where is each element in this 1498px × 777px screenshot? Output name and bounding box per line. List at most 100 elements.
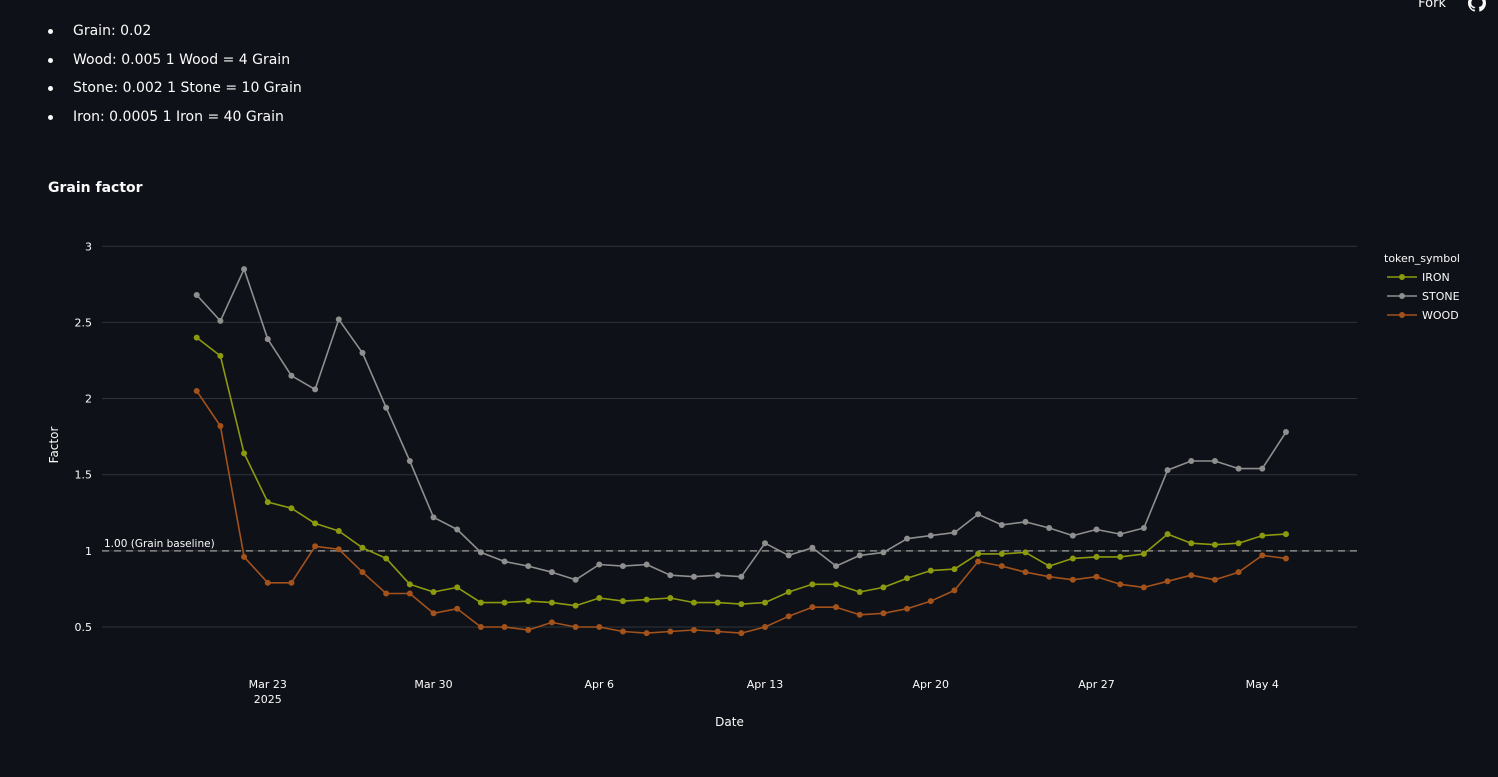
data-point: [690, 599, 697, 606]
data-point: [1069, 555, 1076, 562]
data-point: [619, 598, 626, 605]
data-point: [714, 572, 721, 579]
y-axis-title: Factor: [47, 427, 61, 464]
data-point: [477, 599, 484, 606]
y-tick-label: 1.5: [75, 469, 93, 482]
data-point: [454, 584, 461, 591]
data-point: [477, 623, 484, 630]
data-point: [572, 623, 579, 630]
data-point: [1235, 569, 1242, 576]
conversion-rate-list: Grain: 0.02 Wood: 0.005 1 Wood = 4 Grain…: [48, 18, 302, 133]
data-point: [714, 599, 721, 606]
data-point: [312, 543, 319, 550]
data-point: [738, 601, 745, 608]
data-point: [1164, 578, 1171, 585]
data-point: [312, 386, 319, 393]
data-point: [998, 521, 1005, 528]
data-point: [1259, 465, 1266, 472]
data-point: [1282, 429, 1289, 436]
data-point: [880, 584, 887, 591]
data-point: [241, 266, 248, 273]
fork-link[interactable]: Fork: [1418, 0, 1446, 11]
data-point: [1211, 541, 1218, 548]
data-point: [596, 561, 603, 568]
data-point: [383, 404, 390, 411]
rate-item-stone: Stone: 0.002 1 Stone = 10 Grain: [48, 75, 302, 104]
data-point: [1093, 553, 1100, 560]
data-point: [619, 563, 626, 570]
data-point: [1211, 457, 1218, 464]
data-point: [1259, 552, 1266, 559]
data-point: [1259, 532, 1266, 539]
data-point: [430, 514, 437, 521]
x-tick-label: Apr 13: [747, 678, 784, 691]
data-point: [762, 599, 769, 606]
data-point: [1164, 531, 1171, 538]
data-point: [714, 628, 721, 635]
data-point: [975, 558, 982, 565]
data-point: [809, 604, 816, 611]
data-point: [1140, 550, 1147, 557]
rate-item-grain: Grain: 0.02: [48, 18, 302, 47]
data-point: [951, 529, 958, 536]
data-point: [927, 532, 934, 539]
chart-title: Grain factor: [48, 180, 143, 196]
data-point: [596, 595, 603, 602]
data-point: [880, 610, 887, 617]
data-point: [667, 595, 674, 602]
data-point: [1235, 540, 1242, 547]
data-point: [288, 372, 295, 379]
series-iron: [193, 334, 1289, 609]
legend-label: WOOD: [1422, 309, 1459, 322]
data-point: [1211, 576, 1218, 583]
data-point: [335, 528, 342, 535]
x-tick-label: Apr 27: [1078, 678, 1115, 691]
data-point: [264, 499, 271, 506]
data-point: [951, 587, 958, 594]
data-point: [856, 588, 863, 595]
data-point: [525, 627, 532, 634]
data-point: [1046, 573, 1053, 580]
data-point: [833, 604, 840, 611]
data-point: [998, 550, 1005, 557]
legend-marker: [1399, 312, 1405, 318]
data-point: [193, 334, 200, 341]
github-icon[interactable]: [1468, 0, 1486, 12]
x-tick-sublabel: 2025: [254, 693, 282, 706]
data-point: [1117, 581, 1124, 588]
data-point: [454, 526, 461, 533]
data-point: [359, 544, 366, 551]
data-point: [288, 505, 295, 512]
legend-label: STONE: [1422, 290, 1460, 303]
data-point: [406, 457, 413, 464]
legend-marker: [1399, 293, 1405, 299]
data-point: [241, 553, 248, 560]
data-point: [1117, 531, 1124, 538]
data-point: [430, 588, 437, 595]
data-point: [1046, 563, 1053, 570]
rate-item-wood: Wood: 0.005 1 Wood = 4 Grain: [48, 47, 302, 76]
data-point: [288, 579, 295, 586]
data-point: [643, 596, 650, 603]
data-point: [1164, 467, 1171, 474]
data-point: [217, 317, 224, 324]
data-point: [927, 567, 934, 574]
data-point: [1022, 549, 1029, 556]
y-tick-label: 0.5: [75, 621, 93, 634]
data-point: [1282, 531, 1289, 538]
data-point: [1046, 524, 1053, 531]
x-tick-label: Mar 30: [414, 678, 452, 691]
data-point: [359, 349, 366, 356]
data-point: [335, 316, 342, 323]
data-point: [856, 611, 863, 618]
data-point: [525, 563, 532, 570]
legend: token_symbol IRON STONE WOOD: [1384, 252, 1460, 322]
data-point: [1188, 457, 1195, 464]
data-point: [406, 590, 413, 597]
y-tick-label: 3: [85, 240, 92, 253]
data-point: [501, 599, 508, 606]
data-point: [619, 628, 626, 635]
x-tick-label: Apr 6: [584, 678, 614, 691]
data-point: [525, 598, 532, 605]
